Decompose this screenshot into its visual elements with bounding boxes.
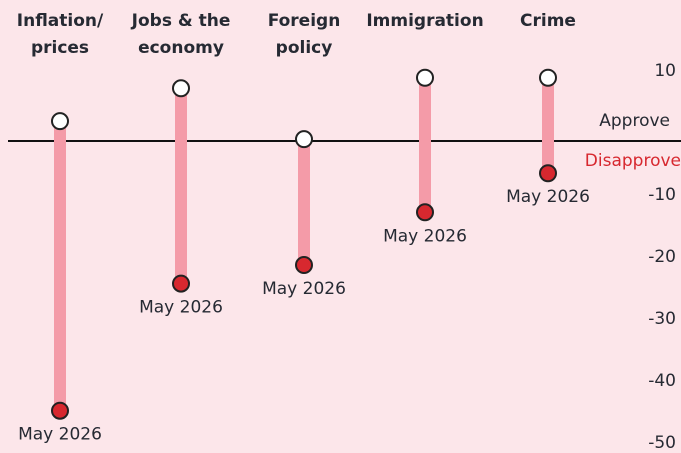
category-label: Jobs & the economy xyxy=(131,11,231,58)
end-label: May 2026 xyxy=(262,279,346,299)
end-label: May 2026 xyxy=(139,298,223,318)
range-bar xyxy=(542,77,554,174)
range-bar xyxy=(54,121,66,411)
end-dot xyxy=(295,256,313,274)
category-line: Immigration xyxy=(366,11,483,31)
start-dot xyxy=(539,68,557,87)
end-dot xyxy=(416,203,434,222)
start-dot xyxy=(172,79,190,98)
start-dot xyxy=(51,112,69,131)
approve-label: Approve xyxy=(599,111,670,131)
y-tick-label: -40 xyxy=(648,371,676,391)
range-bar xyxy=(298,139,310,265)
end-dot xyxy=(539,164,557,183)
category-line: policy xyxy=(276,38,333,58)
y-tick-label: -10 xyxy=(648,185,676,205)
y-tick-label: -50 xyxy=(648,433,676,453)
y-tick-label: -20 xyxy=(648,247,676,267)
category-line: Foreign xyxy=(268,11,341,31)
category-label: Foreign policy xyxy=(268,11,341,58)
category-line: Crime xyxy=(520,11,576,31)
end-dot xyxy=(172,274,190,293)
category-label: Crime xyxy=(520,11,576,31)
category-line: economy xyxy=(138,38,224,58)
start-dot xyxy=(416,68,434,87)
end-label: May 2026 xyxy=(506,187,590,207)
end-label: May 2026 xyxy=(18,425,102,445)
disapprove-label: Disapprove xyxy=(585,151,681,171)
range-bar xyxy=(175,88,187,284)
range-bar xyxy=(419,77,431,213)
category-label: Immigration xyxy=(366,11,483,31)
end-label: May 2026 xyxy=(383,226,467,246)
y-tick-label: 10 xyxy=(654,61,676,81)
end-dot xyxy=(51,401,69,420)
category-label: Inflation/prices xyxy=(17,11,104,58)
y-tick-label: -30 xyxy=(648,309,676,329)
category-line: Inflation/ xyxy=(17,11,104,31)
category-line: prices xyxy=(31,38,89,58)
category-line: Jobs & the xyxy=(131,11,231,31)
start-dot xyxy=(295,130,313,149)
